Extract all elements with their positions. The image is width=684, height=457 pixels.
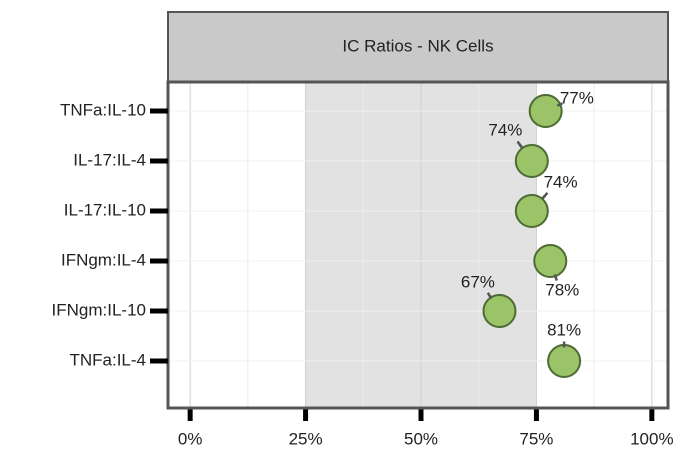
data-label: 81% <box>547 320 581 339</box>
y-tick-label: TNFa:IL-10 <box>60 100 146 119</box>
label-leader <box>486 292 493 300</box>
chart-title: IC Ratios - NK Cells <box>342 36 493 55</box>
x-tick-label: 0% <box>178 429 203 448</box>
label-leader <box>556 102 564 107</box>
y-tick-label: IFNgm:IL-10 <box>52 300 146 319</box>
dot <box>482 294 517 328</box>
dot <box>547 344 582 378</box>
x-tick-label: 75% <box>519 429 553 448</box>
label-leader <box>541 191 549 200</box>
dot <box>533 244 568 278</box>
data-label: 77% <box>560 88 594 107</box>
x-tick-label: 100% <box>630 429 673 448</box>
data-label: 67% <box>461 272 495 291</box>
data-label: 78% <box>545 280 579 299</box>
data-label: 74% <box>488 120 522 139</box>
strip <box>167 11 669 83</box>
data-label: 74% <box>544 172 578 191</box>
label-leader <box>516 140 523 149</box>
dot <box>528 94 563 128</box>
y-tick-label: IL-17:IL-4 <box>73 150 146 169</box>
label-leader <box>553 274 558 281</box>
x-tick-label: 50% <box>404 429 438 448</box>
x-tick-label: 25% <box>289 429 323 448</box>
dot <box>514 144 549 178</box>
y-tick-label: TNFa:IL-4 <box>69 350 146 369</box>
panel-border <box>166 80 670 410</box>
y-tick-label: IL-17:IL-10 <box>64 200 146 219</box>
y-tick-label: IFNgm:IL-4 <box>61 250 146 269</box>
dot <box>514 194 549 228</box>
